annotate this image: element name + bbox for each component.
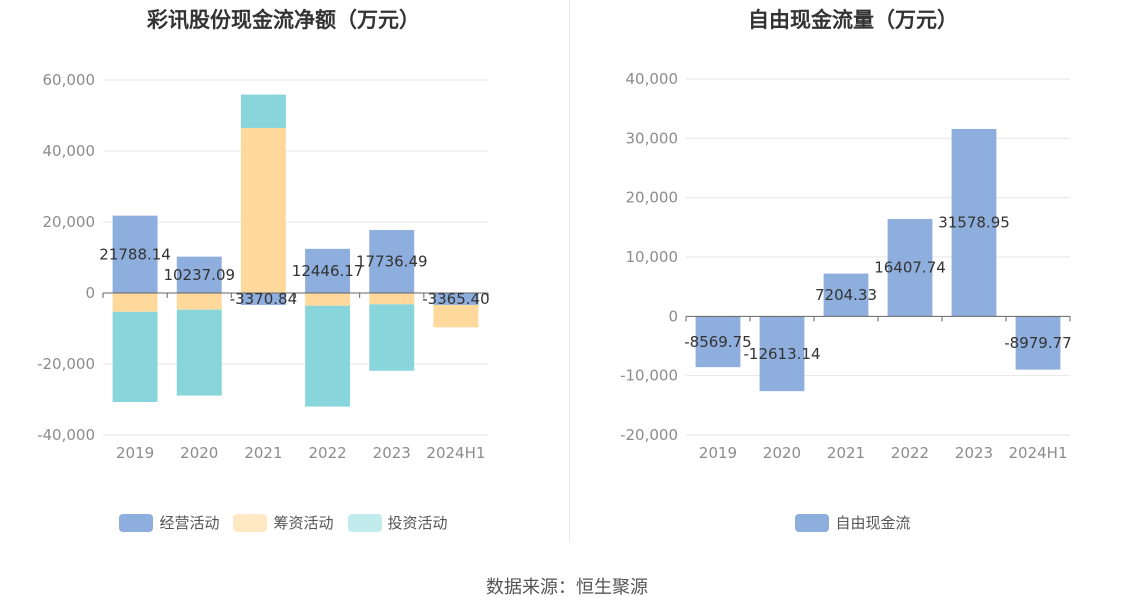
data-label: 17736.49 [356, 253, 428, 271]
legend: 经营活动 筹资活动 投资活动 [0, 512, 567, 533]
bar-投资活动-2020 [176, 309, 222, 396]
legend-label: 自由现金流 [835, 514, 911, 532]
legend: 自由现金流 [572, 512, 1134, 533]
y-tick-label: -20,000 [37, 355, 95, 373]
free-cashflow-plot: 40,000 30,000 20,000 10,000 0 -10,000 -20,000 2… [620, 70, 1072, 462]
legend-item-operating[interactable]: 经营活动 [119, 512, 219, 533]
x-tick-label: 2020 [763, 444, 801, 462]
y-tick-label: 40,000 [626, 70, 679, 88]
legend-swatch-investing [347, 513, 382, 532]
data-label: 10237.09 [163, 266, 235, 284]
x-tick-label: 2022 [891, 444, 929, 462]
x-tick-label: 2021 [244, 444, 282, 462]
bar-自由现金流-2023 [951, 128, 997, 317]
bar-投资活动-2022 [305, 305, 351, 407]
legend-item-financing[interactable]: 筹资活动 [233, 512, 334, 533]
x-tick-label: 2023 [373, 444, 411, 462]
x-tick-label: 2019 [699, 444, 737, 462]
y-tick-label: -20,000 [620, 426, 678, 444]
bar-经营活动-2023 [369, 230, 415, 293]
data-source: 数据来源：恒生聚源 [486, 577, 648, 598]
y-tick-label: 10,000 [626, 248, 679, 266]
bar-经营活动-2020 [176, 256, 222, 293]
legend-swatch-financing [233, 513, 268, 532]
x-tick-label: 2022 [308, 444, 346, 462]
data-label: 12446.17 [292, 262, 364, 280]
bar-筹资活动-2021 [240, 127, 286, 293]
bar-筹资活动-2024H1 [433, 304, 479, 328]
data-label: -3370.84 [230, 290, 297, 308]
bar-筹资活动-2023 [369, 293, 415, 305]
y-tick-label: -10,000 [620, 367, 678, 385]
legend-label: 筹资活动 [273, 514, 334, 532]
bar-筹资活动-2020 [176, 293, 222, 310]
panel-divider [569, 0, 570, 542]
y-tick-label: 0 [85, 284, 95, 302]
x-tick-label: 2024H1 [426, 444, 485, 462]
legend-item-investing[interactable]: 投资活动 [347, 512, 448, 533]
bar-经营活动-2021 [240, 293, 286, 305]
bar-自由现金流-2020 [759, 316, 805, 392]
bar-经营活动-2019 [112, 215, 158, 293]
bar-自由现金流-2024H1 [1015, 316, 1061, 370]
y-tick-label: 30,000 [626, 129, 679, 147]
x-tick-label: 2021 [827, 444, 865, 462]
legend-label: 投资活动 [387, 514, 448, 532]
x-tick-label: 2024H1 [1009, 444, 1068, 462]
cashflow-net-plot: 60,000 40,000 20,000 0 -20,000 -40,000 2019 202… [37, 71, 490, 462]
y-tick-label: 20,000 [626, 189, 679, 207]
bar-自由现金流-2022 [887, 218, 933, 317]
chart-title: 自由现金流量（万元） [748, 8, 958, 32]
y-tick-label: 40,000 [43, 142, 96, 160]
y-tick-label: 20,000 [43, 213, 96, 231]
x-tick-label: 2023 [955, 444, 993, 462]
chart-title: 彩讯股份现金流净额（万元） [147, 8, 420, 32]
y-tick-label: 60,000 [43, 71, 96, 89]
y-tick-label: -40,000 [37, 426, 95, 444]
bar-经营活动-2024H1 [433, 293, 479, 305]
data-label: 31578.95 [938, 214, 1010, 232]
bar-筹资活动-2022 [305, 293, 351, 306]
bar-经营活动-2022 [305, 248, 351, 293]
bar-投资活动-2023 [369, 304, 415, 371]
data-label: -8569.75 [684, 333, 751, 351]
legend-label: 经营活动 [159, 514, 220, 532]
bar-筹资活动-2019 [112, 293, 158, 312]
data-label: 7204.33 [815, 286, 877, 304]
data-label: 21788.14 [99, 245, 171, 263]
bar-自由现金流-2019 [695, 316, 741, 368]
cashflow-net-chart: 彩讯股份现金流净额（万元） 60,000 40,000 20,000 0 -20,000… [0, 0, 567, 545]
legend-swatch-fcf [795, 513, 830, 532]
x-tick-label: 2020 [180, 444, 218, 462]
data-label: -8979.77 [1004, 334, 1071, 352]
legend-swatch-operating [119, 513, 154, 532]
bar-投资活动-2019 [112, 311, 158, 402]
x-tick-label: 2019 [116, 444, 154, 462]
legend-item-fcf[interactable]: 自由现金流 [795, 512, 911, 533]
data-label: -3365.40 [422, 290, 489, 308]
bar-自由现金流-2021 [823, 273, 869, 317]
y-tick-label: 0 [668, 307, 678, 325]
free-cashflow-chart: 自由现金流量（万元） 40,000 30,000 20,000 10,000 0 -10,… [572, 0, 1134, 545]
data-label: -12613.14 [744, 345, 821, 363]
bar-投资活动-2021 [240, 94, 286, 128]
data-label: 16407.74 [874, 259, 946, 277]
